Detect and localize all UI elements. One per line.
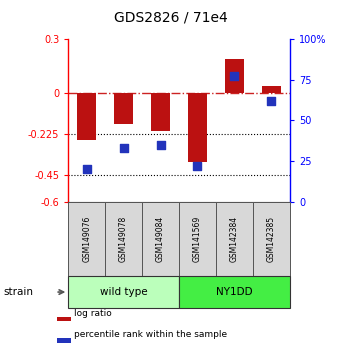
Text: log ratio: log ratio: [74, 309, 112, 318]
Bar: [216, 202, 253, 276]
Bar: [105, 202, 142, 276]
Text: GSM149078: GSM149078: [119, 216, 128, 262]
Point: [158, 142, 163, 148]
Bar: [68, 276, 179, 308]
Text: GSM149076: GSM149076: [82, 216, 91, 262]
Text: GSM149084: GSM149084: [156, 216, 165, 262]
Bar: [253, 202, 290, 276]
Bar: [77, 93, 96, 140]
Bar: [57, 317, 71, 321]
Point: [232, 74, 237, 79]
Bar: [188, 93, 207, 162]
Bar: [225, 59, 244, 93]
Point: [121, 145, 127, 151]
Point: [84, 166, 89, 172]
Text: NY1DD: NY1DD: [216, 287, 253, 297]
Bar: [142, 202, 179, 276]
Bar: [57, 338, 71, 343]
Bar: [151, 93, 170, 131]
Text: strain: strain: [3, 287, 33, 297]
Bar: [114, 93, 133, 124]
Bar: [68, 202, 105, 276]
Text: GSM142385: GSM142385: [267, 216, 276, 262]
Text: wild type: wild type: [100, 287, 147, 297]
Bar: [179, 276, 290, 308]
Text: GDS2826 / 71e4: GDS2826 / 71e4: [114, 11, 227, 25]
Point: [195, 163, 200, 169]
Text: percentile rank within the sample: percentile rank within the sample: [74, 331, 227, 339]
Bar: [262, 86, 281, 93]
Text: GSM142384: GSM142384: [230, 216, 239, 262]
Bar: [179, 202, 216, 276]
Text: GSM141569: GSM141569: [193, 216, 202, 262]
Point: [269, 98, 274, 104]
